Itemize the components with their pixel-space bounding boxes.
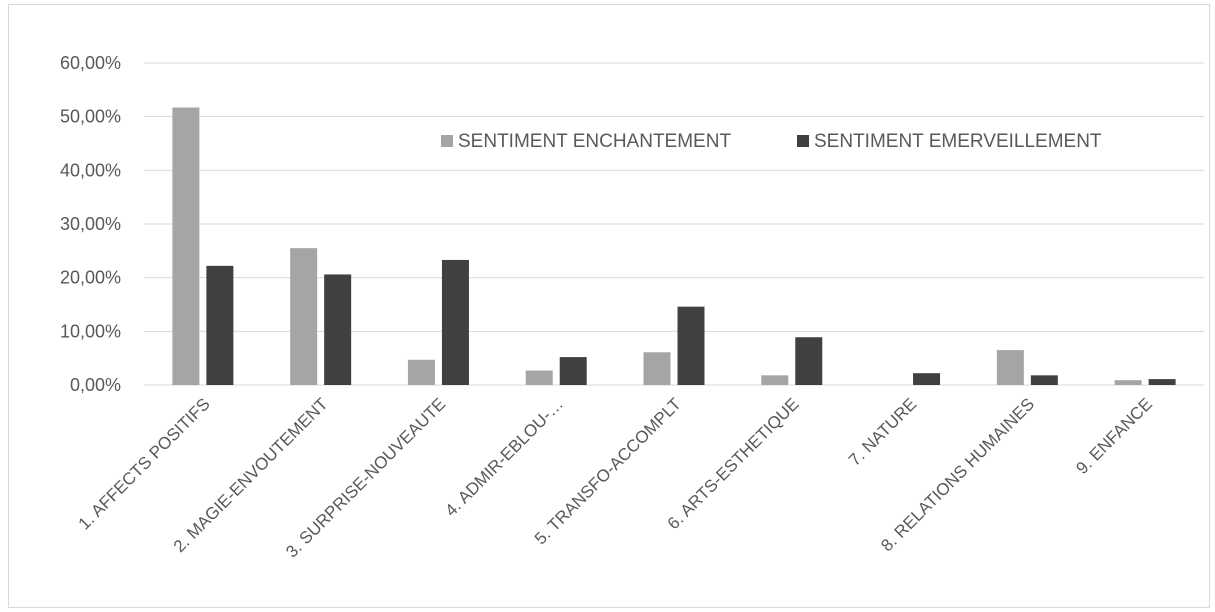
bars (172, 107, 1176, 385)
y-tick-label: 0,00% (70, 375, 121, 395)
category-label: 1. AFFECTS POSITIFS (75, 394, 214, 533)
legend-label: SENTIMENT ENCHANTEMENT (458, 131, 731, 152)
bar-emerveillement (324, 274, 352, 385)
legend-label: SENTIMENT EMERVEILLEMENT (814, 131, 1102, 152)
bar-enchantement (996, 350, 1024, 385)
bar-enchantement (761, 375, 789, 385)
bar-emerveillement (795, 337, 823, 385)
bar-emerveillement (677, 306, 705, 385)
y-tick-label: 20,00% (60, 268, 121, 288)
legend-swatch (797, 135, 809, 147)
y-tick-label: 40,00% (60, 160, 121, 180)
y-tick-label: 10,00% (60, 321, 121, 341)
legend-swatch (441, 135, 453, 147)
bar-emerveillement (559, 357, 587, 385)
bar-emerveillement (206, 265, 234, 385)
bar-emerveillement (441, 259, 469, 385)
bar-emerveillement (1030, 375, 1058, 385)
y-tick-label: 30,00% (60, 214, 121, 234)
bar-enchantement (525, 370, 553, 385)
bar-enchantement (407, 359, 435, 385)
category-label: 7. NATURE (845, 394, 920, 469)
bar-enchantement (290, 248, 318, 385)
bar-emerveillement (1148, 379, 1176, 385)
bar-enchantement (172, 107, 200, 385)
y-tick-label: 60,00% (60, 53, 121, 73)
chart-frame: 0,00% 10,00% 20,00% 30,00% 40,00% 50,00% 60,00… (8, 4, 1210, 608)
y-axis: 0,00% 10,00% 20,00% 30,00% 40,00% 50,00% 60,00… (60, 53, 121, 395)
bar-chart: 0,00% 10,00% 20,00% 30,00% 40,00% 50,00% 60,00… (60, 53, 1204, 561)
category-label: 4. ADMIR-EBLOU-… (441, 394, 567, 520)
bar-enchantement (643, 352, 671, 385)
category-label: 6. ARTS-ESTHETIQUE (664, 394, 803, 533)
category-label: 9. ENFANCE (1072, 394, 1156, 478)
legend: SENTIMENT ENCHANTEMENT SENTIMENT EMERVEIL… (441, 131, 1102, 152)
bar-enchantement (1114, 380, 1142, 385)
gridlines (144, 62, 1204, 386)
y-tick-label: 50,00% (60, 107, 121, 127)
bar-emerveillement (913, 373, 941, 385)
